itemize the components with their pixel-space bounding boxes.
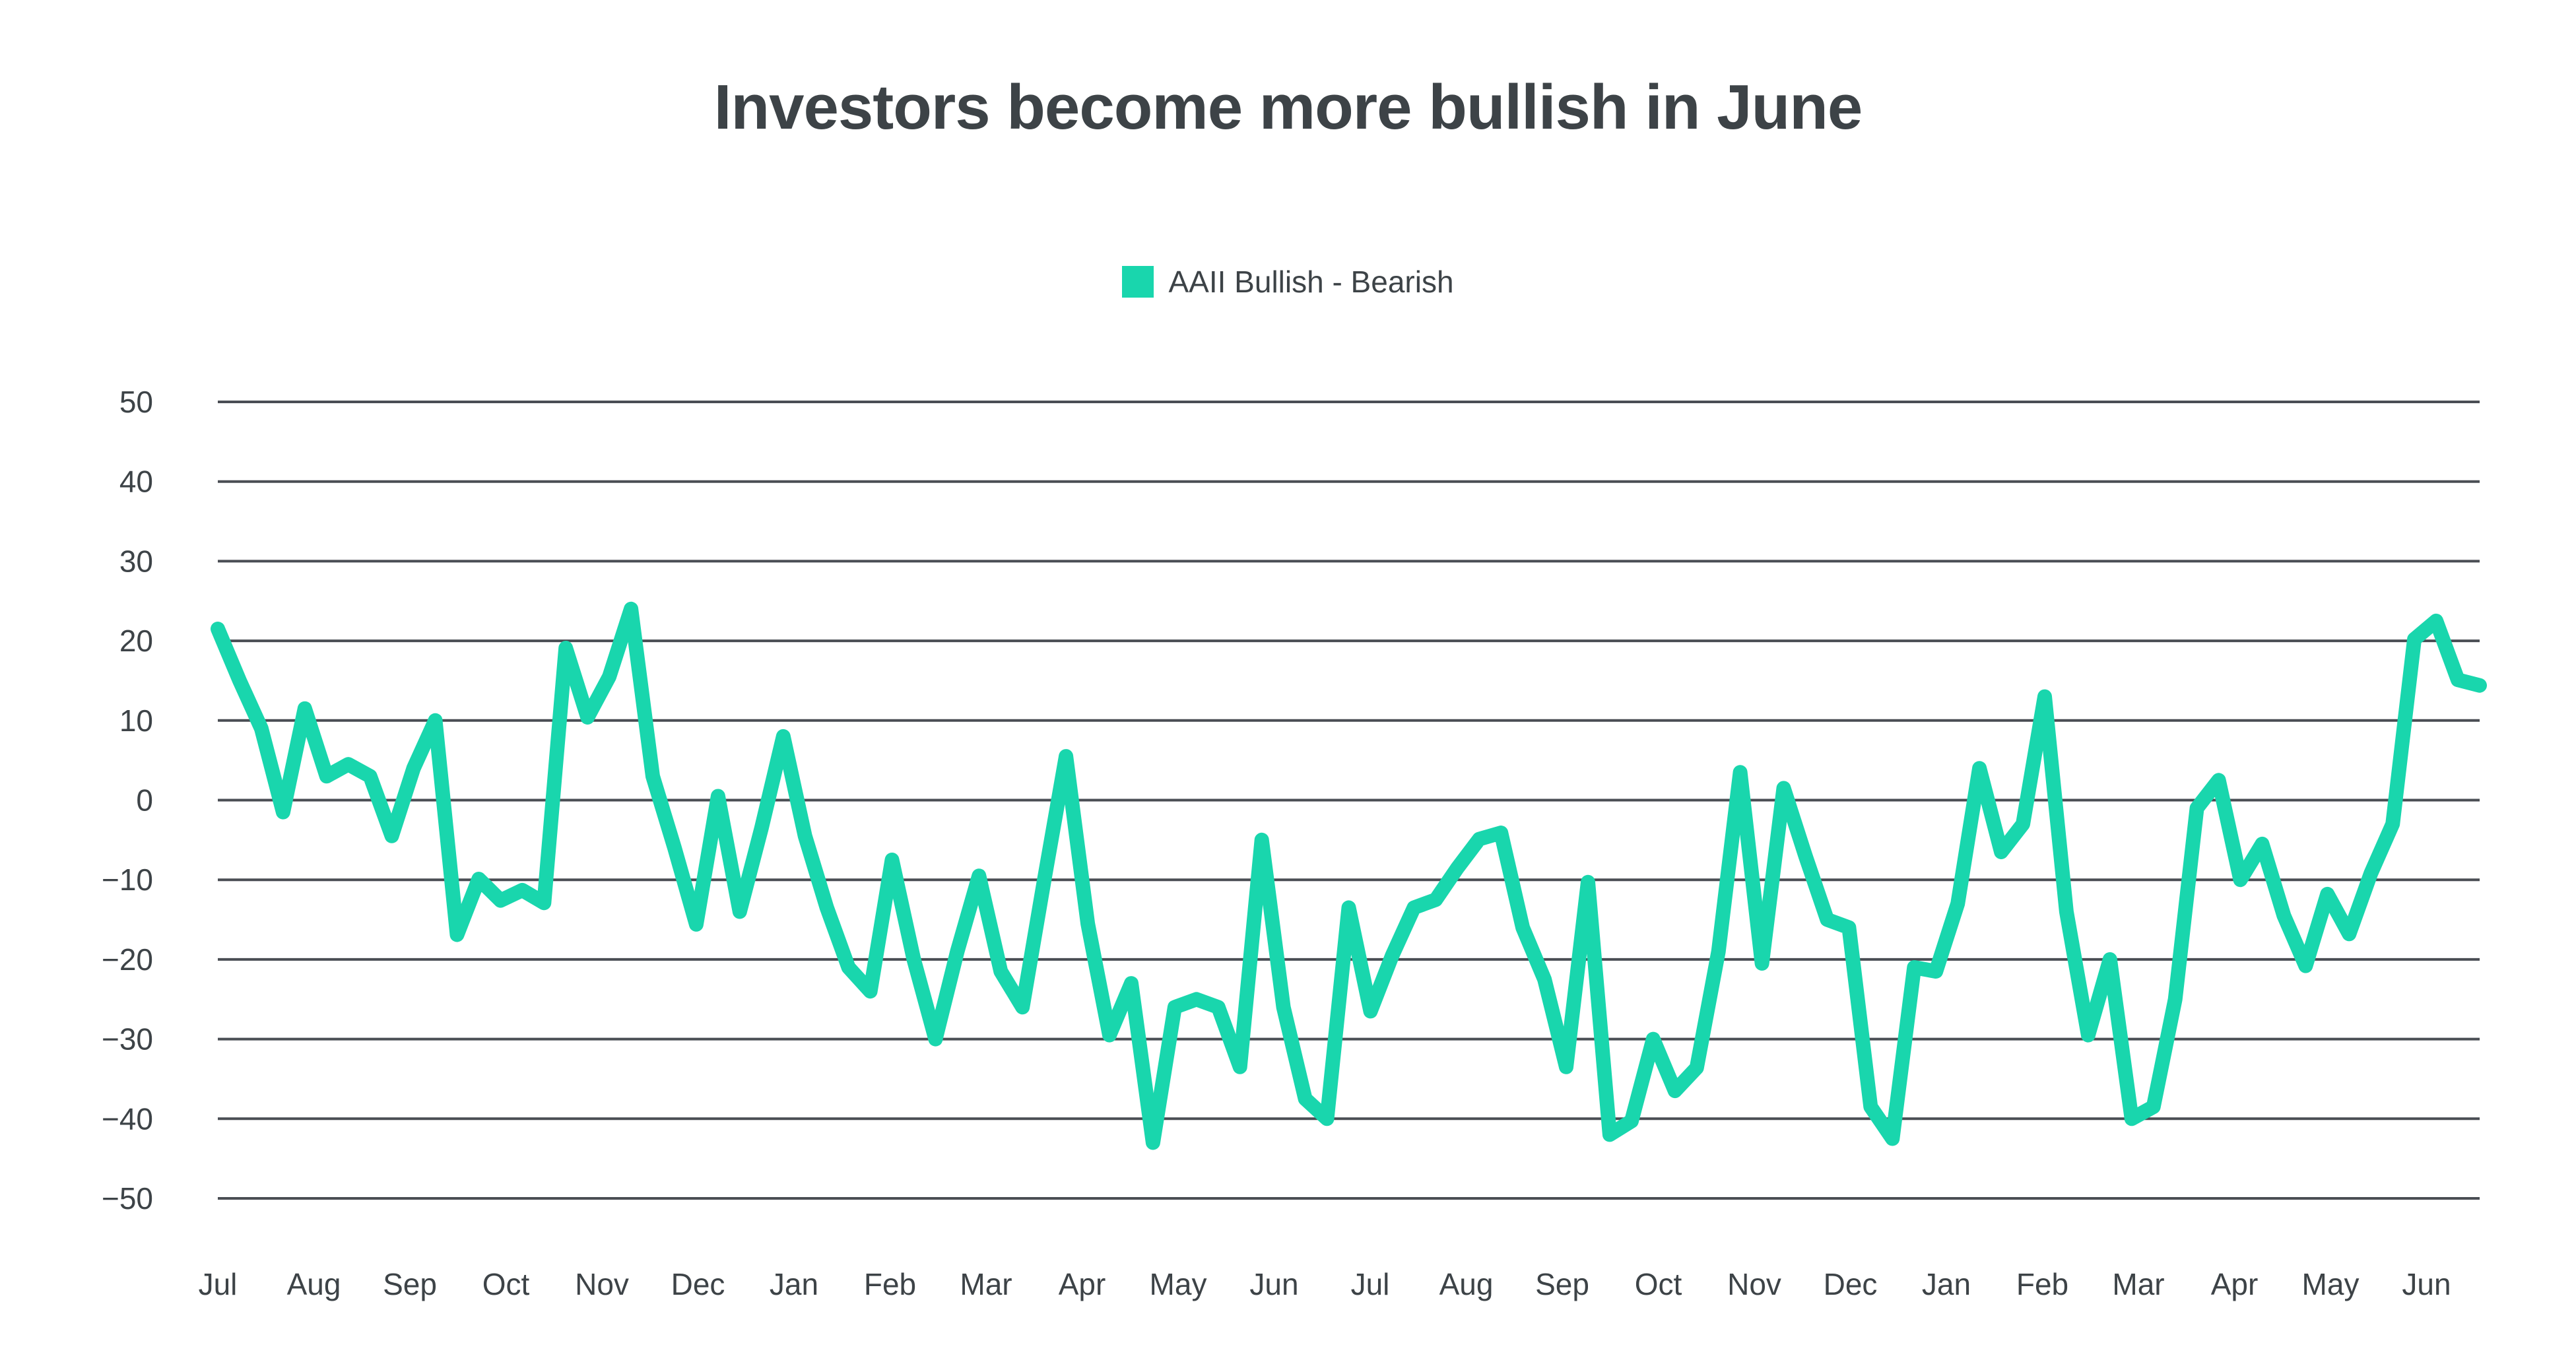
y-axis-tick-label: −20: [102, 942, 153, 977]
y-axis-tick-label: −40: [102, 1101, 153, 1136]
legend-swatch-icon: [1122, 266, 1154, 298]
y-axis-tick-label: 0: [136, 783, 153, 818]
x-axis-tick-label: Apr: [2211, 1267, 2259, 1301]
x-axis-tick-label: Jan: [1922, 1267, 1971, 1301]
x-axis-tick-label: May: [1150, 1267, 1207, 1301]
chart-title: Investors become more bullish in June: [713, 72, 1863, 143]
y-axis-tick-label: 30: [119, 544, 153, 578]
x-axis-tick-label: Oct: [1635, 1267, 1682, 1301]
x-axis-tick-label: Dec: [1824, 1267, 1878, 1301]
x-axis-tick-label: Sep: [383, 1267, 437, 1301]
legend: AAII Bullish - Bearish: [0, 264, 2576, 300]
x-axis-tick-label: Jul: [199, 1267, 238, 1301]
x-axis-tick-label: Dec: [671, 1267, 725, 1301]
y-axis-tick-label: −50: [102, 1181, 153, 1216]
y-axis-tick-label: 20: [119, 624, 153, 658]
x-axis-tick-label: May: [2302, 1267, 2360, 1301]
y-axis-tick-label: 50: [119, 385, 153, 419]
x-axis-tick-label: Aug: [1439, 1267, 1494, 1301]
x-axis-tick-label: Jan: [770, 1267, 818, 1301]
y-axis-tick-label: −30: [102, 1022, 153, 1057]
data-line-aaii-bull-bear-spread: [211, 601, 2487, 1150]
x-axis-tick-label: Mar: [2112, 1267, 2164, 1301]
x-axis-tick-label: Jun: [2402, 1267, 2451, 1301]
x-axis-tick-label: Feb: [864, 1267, 916, 1301]
x-axis-tick-label: Feb: [2016, 1267, 2068, 1301]
y-axis-tick-label: 10: [119, 703, 153, 738]
x-axis-tick-label: Nov: [575, 1267, 629, 1301]
y-axis-tick-label: 40: [119, 465, 153, 499]
x-axis-tick-label: Oct: [482, 1267, 530, 1301]
y-axis-tick-label: −10: [102, 862, 153, 897]
x-axis-tick-label: Nov: [1727, 1267, 1781, 1301]
x-axis-tick-label: Apr: [1059, 1267, 1106, 1301]
x-axis-tick-label: Jul: [1351, 1267, 1390, 1301]
legend-label: AAII Bullish - Bearish: [1168, 265, 1454, 299]
x-axis-tick-label: Mar: [960, 1267, 1012, 1301]
x-axis-tick-label: Aug: [287, 1267, 341, 1301]
x-axis-tick-label: Jun: [1249, 1267, 1298, 1301]
x-axis-tick-label: Sep: [1535, 1267, 1589, 1301]
